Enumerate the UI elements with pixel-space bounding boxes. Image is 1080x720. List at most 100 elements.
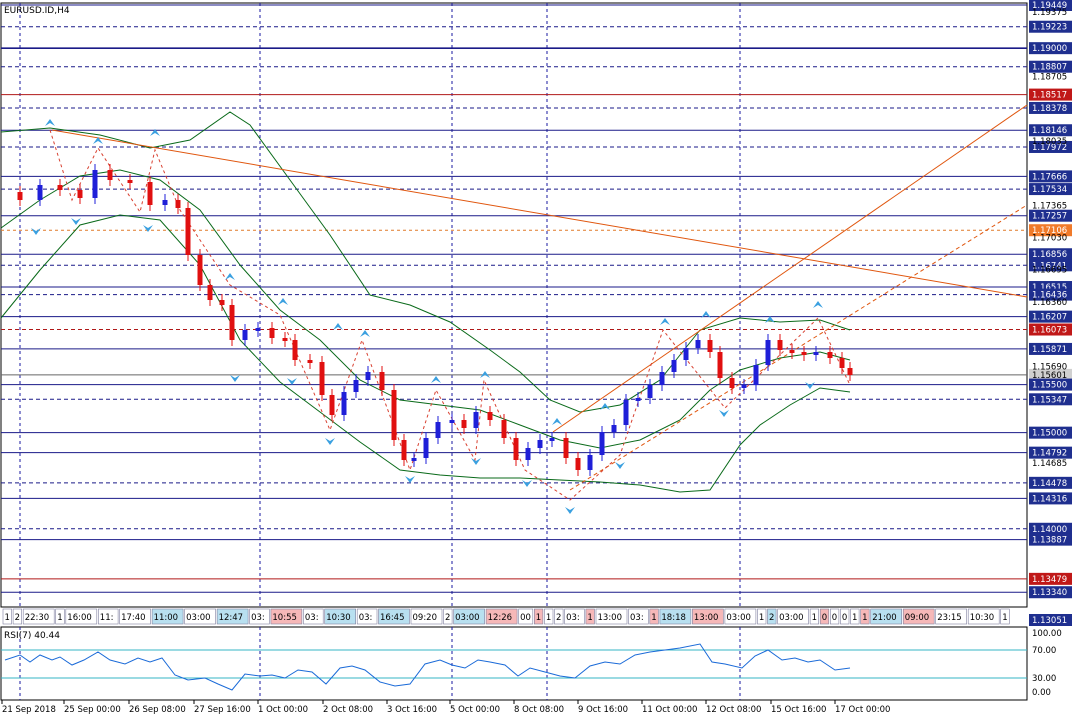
time-tick: 17 Oct 00:00	[835, 705, 890, 715]
bull-candle	[242, 330, 248, 340]
price-label-bg	[1029, 170, 1072, 183]
price-label-bg	[1029, 259, 1072, 272]
bull-candle	[449, 420, 455, 423]
session-label-bg	[628, 608, 649, 625]
bear-candle	[77, 190, 83, 198]
price-label: 1.18146	[1029, 124, 1072, 137]
session-label: 1	[860, 608, 870, 625]
session-label-text: 1	[852, 613, 857, 623]
session-label-text: 2	[769, 613, 774, 623]
session-label: 1	[585, 608, 595, 625]
price-label-bg	[1029, 614, 1072, 626]
fractal-up-arrow	[480, 371, 490, 378]
session-label: 00	[518, 608, 534, 625]
session-label-text: 2	[15, 613, 20, 623]
price-label-bg	[1029, 224, 1072, 237]
price-label-text: 1.13051	[1032, 616, 1067, 626]
price-label: 1.18517	[1029, 88, 1072, 101]
rsi-panel-frame[interactable]	[0, 626, 1028, 701]
session-label-text: 09:20	[413, 613, 438, 623]
session-label-text: 13:00	[694, 613, 719, 623]
fractal-down-arrow	[471, 458, 481, 465]
fractal-down-arrow	[405, 476, 415, 483]
descending-trendline[interactable]	[51, 129, 1028, 298]
bear-candle	[219, 300, 225, 305]
price-tick: 1.16360	[1032, 298, 1067, 308]
price-label-text: 1.16073	[1032, 326, 1067, 336]
session-label-bg	[303, 608, 324, 625]
time-tick: 8 Oct 08:00	[514, 705, 564, 715]
bear-candle	[269, 328, 275, 338]
upper-band	[0, 111, 851, 413]
session-label: 2	[12, 608, 23, 625]
price-tick: 1.17365	[1032, 201, 1067, 211]
price-label-bg	[1029, 0, 1072, 11]
main-chart-frame[interactable]	[0, 2, 1028, 608]
price-label-text: 1.17106	[1032, 226, 1067, 236]
session-label-bg	[249, 608, 270, 625]
session-label: 03:00	[777, 608, 809, 625]
price-label-bg	[1029, 20, 1072, 33]
ascending-trendline[interactable]	[552, 104, 1028, 433]
fractal-down-arrow	[565, 507, 575, 514]
price-label-text: 1.19449	[1032, 1, 1067, 11]
session-label-text: 2	[445, 613, 450, 623]
session-label-text: 16:45	[380, 613, 405, 623]
bull-candle	[341, 392, 347, 415]
session-label: 17:40	[119, 608, 151, 625]
session-label: 10:30	[324, 608, 357, 625]
session-label-bg	[777, 608, 809, 625]
session-label: 12:26	[485, 608, 518, 625]
session-label-text: 03:	[251, 613, 265, 623]
bull-candle	[162, 200, 168, 205]
bull-candle	[537, 440, 543, 448]
session-label: 1	[649, 608, 659, 625]
price-label: 1.15871	[1029, 342, 1072, 355]
price-label-bg	[1029, 183, 1072, 196]
price-label-text: 1.17972	[1032, 143, 1067, 153]
session-label: 23:15	[935, 608, 968, 625]
rsi-tick: 70.00	[1032, 646, 1056, 656]
session-label: 1	[55, 608, 65, 625]
price-label-bg	[1029, 88, 1072, 101]
session-label-bg	[98, 608, 119, 625]
session-label-text: 2	[556, 613, 561, 623]
price-label-text: 1.15000	[1032, 429, 1067, 439]
session-label-bg	[119, 608, 151, 625]
bear-candle	[57, 185, 63, 190]
price-tick: 1.14685	[1032, 459, 1067, 469]
ascending-channel-line[interactable]	[569, 204, 1028, 491]
price-label: 1.14316	[1029, 492, 1072, 505]
candles-layer	[17, 164, 853, 476]
price-label: 1.17257	[1029, 209, 1072, 222]
trendlines-layer[interactable]	[49, 104, 1028, 501]
session-label-bg	[595, 608, 628, 625]
bull-candle	[659, 372, 665, 385]
bull-candle	[411, 458, 417, 461]
price-label-text: 1.13340	[1032, 588, 1067, 598]
session-label: 13:00	[692, 608, 724, 625]
bull-candle	[525, 448, 531, 460]
session-label-text: 03:	[359, 613, 373, 623]
bull-candle	[549, 438, 555, 441]
price-label-text: 1.17534	[1032, 185, 1067, 195]
bull-candle	[473, 412, 479, 428]
price-label-text: 1.19223	[1032, 23, 1067, 33]
time-tick: 12 Oct 08:00	[706, 705, 761, 715]
fractal-down-arrow	[230, 375, 240, 382]
horizontal-levels-layer	[1, 4, 1027, 593]
session-label-text: 12:47	[219, 613, 244, 623]
lower-band	[0, 214, 851, 493]
session-label-bg	[850, 608, 860, 625]
session-label-text: 09:00	[905, 613, 930, 623]
session-label-text: 1	[1002, 613, 1007, 623]
price-label-bg	[1029, 492, 1072, 505]
price-label-text: 1.18517	[1032, 91, 1067, 101]
session-label-bg	[22, 608, 55, 625]
bear-candle	[801, 352, 807, 355]
bear-candle	[717, 352, 723, 378]
fractal-up-arrow	[93, 137, 103, 144]
session-label: 0	[840, 608, 850, 625]
session-label-bg	[151, 608, 184, 625]
